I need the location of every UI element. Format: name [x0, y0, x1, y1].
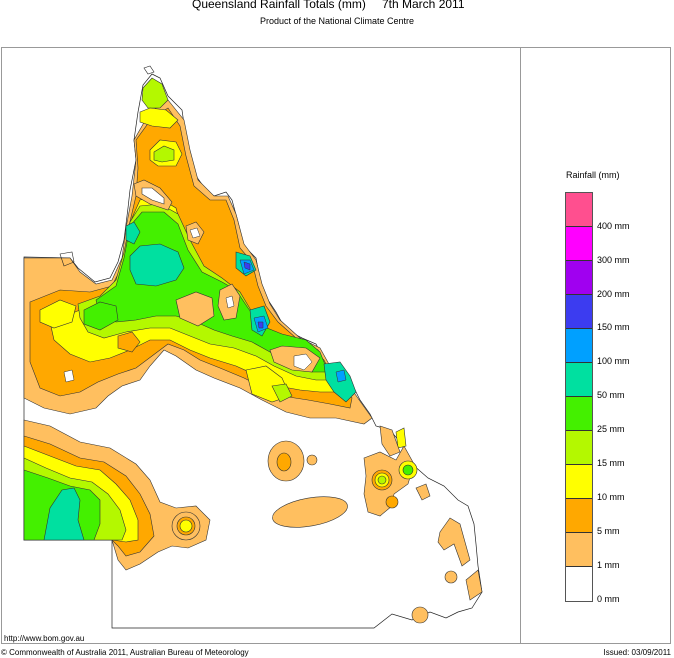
map-frame [1, 47, 671, 644]
legend-label: 5 mm [597, 526, 620, 536]
map-title: Queensland Rainfall Totals (mm) 7th Marc… [0, 0, 674, 39]
legend-swatch-25-50 [566, 397, 592, 431]
legend-label: 15 mm [597, 458, 625, 468]
title-text: Queensland Rainfall Totals (mm) [192, 0, 366, 11]
legend-label: 10 mm [597, 492, 625, 502]
legend-label: 25 mm [597, 424, 625, 434]
legend-label: 300 mm [597, 255, 630, 265]
legend-title: Rainfall (mm) [566, 170, 620, 180]
legend-swatch-400-plus [566, 193, 592, 227]
map-subtitle: Product of the National Climate Centre [259, 16, 415, 26]
legend-label: 200 mm [597, 289, 630, 299]
title-date: 7th March 2011 [382, 0, 465, 11]
legend-swatch-300-400 [566, 227, 592, 261]
legend-label: 0 mm [597, 594, 620, 604]
legend-swatch-15-25 [566, 431, 592, 465]
legend-swatch-1-5 [566, 533, 592, 567]
legend-swatch-50-100 [566, 363, 592, 397]
legend-label: 50 mm [597, 390, 625, 400]
legend-color-bar [565, 192, 593, 602]
legend-swatch-150-200 [566, 295, 592, 329]
legend-swatch-200-300 [566, 261, 592, 295]
legend-label: 1 mm [597, 560, 620, 570]
legend-divider [520, 47, 521, 644]
bom-url-link[interactable]: http://www.bom.gov.au [4, 634, 85, 643]
legend-swatch-100-150 [566, 329, 592, 363]
copyright-notice: © Commonwealth of Australia 2011, Austra… [1, 648, 249, 657]
legend-swatch-0-1 [566, 567, 592, 601]
legend-swatch-5-10 [566, 499, 592, 533]
rainfall-map [23, 65, 483, 629]
legend-label: 400 mm [597, 221, 630, 231]
issued-date: Issued: 03/09/2011 [603, 648, 671, 657]
legend-label: 100 mm [597, 356, 630, 366]
legend-swatch-10-15 [566, 465, 592, 499]
legend-label: 150 mm [597, 322, 630, 332]
